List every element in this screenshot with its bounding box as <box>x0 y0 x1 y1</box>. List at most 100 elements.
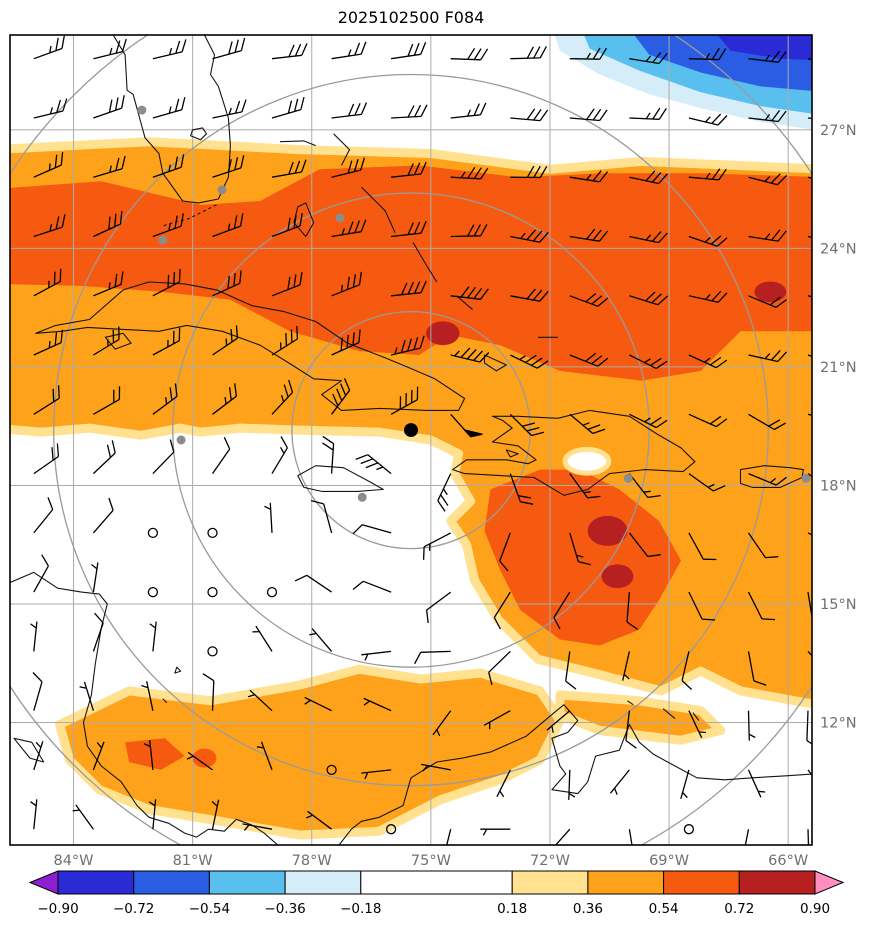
wind-barb <box>271 43 308 60</box>
x-tick-label: 66°W <box>768 853 808 869</box>
station-dot <box>357 492 367 502</box>
coastline-san-andres <box>162 698 168 704</box>
wind-barb <box>629 291 669 306</box>
wind-barb <box>688 354 728 369</box>
wind-barb <box>256 741 273 771</box>
wind-barb <box>33 554 49 593</box>
wind-barb <box>450 47 489 61</box>
wind-barb <box>211 437 231 474</box>
colorbar: −0.90 −0.72 −0.54 −0.36 −0.18 0.18 0.36 0.54 0.7… <box>28 870 845 917</box>
coastline-providencia <box>174 666 182 674</box>
colorbar-label: −0.18 <box>340 901 381 917</box>
wind-barb <box>294 574 332 593</box>
wind-barb <box>93 210 123 238</box>
wind-barb <box>212 213 244 238</box>
wind-barb <box>688 473 726 492</box>
wind-barb <box>212 270 242 297</box>
contour-spot <box>601 564 634 589</box>
wind-barb <box>202 673 215 711</box>
wind-barb <box>629 354 668 369</box>
coastline-aruba <box>627 700 634 706</box>
wind-barb <box>569 352 609 367</box>
wind-barb <box>414 650 451 665</box>
wind-barb <box>450 286 489 300</box>
wind-barb <box>568 769 576 800</box>
x-tick-label: 84°W <box>53 853 93 869</box>
wind-barb <box>391 41 427 60</box>
wind-barb <box>33 98 68 119</box>
wind-barb <box>212 99 247 119</box>
range-ring <box>172 192 650 668</box>
coastline-isla-juventud <box>104 332 132 350</box>
colorbar-segment <box>738 870 816 895</box>
wind-barb <box>565 651 577 690</box>
wind-barb <box>271 325 299 356</box>
wind-barb <box>509 413 545 437</box>
wind-barb <box>510 354 549 369</box>
station-dot <box>335 213 345 223</box>
wind-barb <box>748 472 787 486</box>
wind-barb <box>629 170 668 185</box>
wind-barb <box>748 110 787 123</box>
wind-barb <box>271 212 303 238</box>
wind-barb <box>629 231 668 244</box>
y-tick-label: 27°N <box>820 123 857 139</box>
colorbar-label: −0.72 <box>113 901 154 917</box>
wind-barb <box>629 51 668 65</box>
wind-barb <box>483 710 511 730</box>
wind-barb <box>242 823 273 831</box>
wind-barb <box>331 102 368 119</box>
wind-barb <box>450 166 489 180</box>
wind-barb <box>510 108 549 122</box>
station-dot <box>801 473 811 483</box>
wind-barb <box>390 335 425 356</box>
colorbar-segment <box>133 870 210 895</box>
white-pocket <box>562 446 612 476</box>
colorbar-segment <box>360 870 513 895</box>
coastline-cuba <box>35 281 466 411</box>
wind-barb <box>569 108 608 122</box>
coastline-central-america <box>10 571 279 845</box>
wind-barb <box>152 327 181 356</box>
coastline-south-america <box>338 704 812 845</box>
wind-barb <box>331 157 366 178</box>
x-tick-label: 69°W <box>649 853 689 869</box>
wind-barb <box>744 829 750 845</box>
y-tick-label: 18°N <box>820 478 857 494</box>
chart-title: 2025102500 F084 <box>338 8 485 27</box>
wind-barb <box>352 580 392 593</box>
wind-barb <box>510 229 549 243</box>
colorbar-label: 0.72 <box>724 901 754 917</box>
wind-barb <box>681 651 693 690</box>
wind-barb <box>569 228 609 242</box>
wind-barb <box>488 650 511 686</box>
wind-barb <box>688 710 706 739</box>
wind-barb <box>450 347 490 363</box>
wind-barb <box>141 681 154 711</box>
colorbar-segment <box>208 870 286 895</box>
coastline-great-inagua <box>483 354 507 372</box>
wind-barb <box>569 413 606 435</box>
coastline-curacao <box>662 708 676 720</box>
grid-layer <box>10 35 812 845</box>
wind-barb <box>391 104 428 119</box>
wind-barb <box>546 710 571 733</box>
wind-barb <box>629 413 668 429</box>
coastline-hispaniola <box>452 409 696 496</box>
wind-barb <box>331 271 363 297</box>
wind-barb <box>92 440 116 475</box>
wind-barb <box>33 741 44 771</box>
wind-barb <box>152 383 178 415</box>
wind-barb <box>622 651 631 681</box>
y-tick-label: 12°N <box>820 716 857 732</box>
wind-barb-pennant <box>462 428 483 438</box>
wind-barb <box>747 532 779 559</box>
wind-barb <box>355 454 392 475</box>
wind-barb <box>480 828 511 836</box>
wind-barb <box>152 39 187 60</box>
wind-barb <box>212 155 245 178</box>
coastline-grand-bahama <box>279 140 316 147</box>
wind-barb <box>271 436 288 474</box>
coastline-eleuthera <box>361 186 396 233</box>
